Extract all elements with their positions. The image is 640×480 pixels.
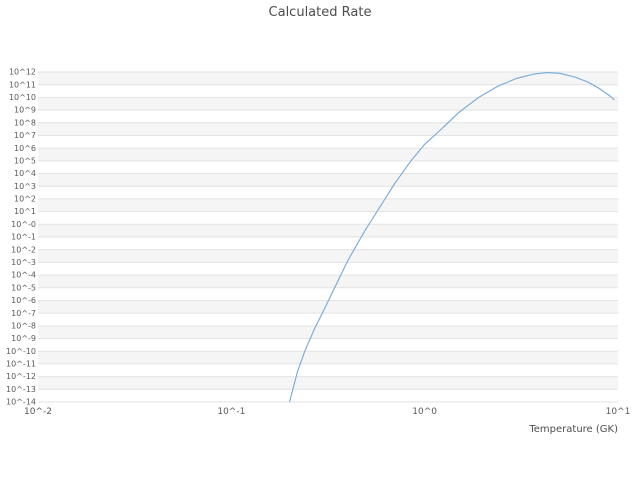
plot-bands: [38, 72, 618, 390]
plot-band: [38, 198, 618, 212]
plot-band: [38, 148, 618, 161]
y-tick-label: 10^12: [9, 68, 36, 77]
y-tick-label: 10^9: [14, 106, 36, 115]
y-tick-label: 10^10: [9, 93, 36, 102]
y-tick-label: 10^-9: [11, 334, 36, 343]
y-tick-label: 10^5: [14, 156, 36, 165]
y-tick-label: 10^-13: [6, 385, 36, 394]
x-tick-label: 10^-1: [217, 407, 245, 417]
y-tick-label: 10^-2: [11, 245, 36, 254]
plot-band: [38, 97, 618, 111]
y-tick-label: 10^-3: [11, 258, 36, 267]
y-tick-label: 10^4: [14, 169, 36, 178]
plot-band: [38, 249, 618, 263]
y-tick-label: 10^8: [14, 118, 36, 127]
y-tick-label: 10^-8: [11, 321, 36, 330]
y-tick-label: 10^-12: [6, 372, 36, 381]
plot-band: [38, 224, 618, 237]
y-tick-label: 10^-6: [11, 296, 36, 305]
y-tick-label: 10^1: [14, 207, 36, 216]
plot-band: [38, 376, 618, 390]
y-tick-labels: 10^12 10^11 10^10 10^9 10^8 10^7 10^6 10^5 10^4 1…: [6, 68, 36, 407]
rate-line: [288, 72, 615, 403]
y-tick-label: 10^-11: [6, 360, 36, 369]
y-tick-label: 10^6: [14, 144, 36, 153]
x-tick-label: 10^1: [606, 407, 631, 417]
plot-band: [38, 173, 618, 187]
y-tick-label: 10^-10: [6, 347, 36, 356]
plot-band: [38, 275, 618, 288]
plot-band: [38, 300, 618, 314]
y-tick-label: 10^-0: [11, 220, 36, 229]
y-tick-label: 10^3: [14, 182, 36, 191]
plot-band: [38, 351, 618, 364]
y-tick-label: 10^-1: [11, 233, 36, 242]
chart-title: Calculated Rate: [269, 5, 372, 20]
y-tick-label: 10^11: [9, 80, 36, 89]
x-tick-label: 10^0: [412, 407, 437, 417]
x-tick-labels: 10^-2 10^-1 10^0 10^1: [24, 407, 630, 417]
y-tick-label: 10^-7: [11, 309, 36, 318]
y-tick-label: 10^-14: [6, 398, 36, 407]
plot-band: [38, 122, 618, 136]
plot-band: [38, 72, 618, 85]
y-tick-label: 10^7: [14, 131, 36, 140]
plot-band: [38, 325, 618, 339]
grid-lines: [38, 71, 618, 403]
y-tick-label: 10^-5: [11, 283, 36, 292]
x-tick-label: 10^-2: [24, 407, 52, 417]
y-tick-label: 10^2: [14, 195, 36, 204]
y-tick-label: 10^-4: [11, 271, 36, 280]
x-axis-label: Temperature (GK): [528, 424, 618, 435]
